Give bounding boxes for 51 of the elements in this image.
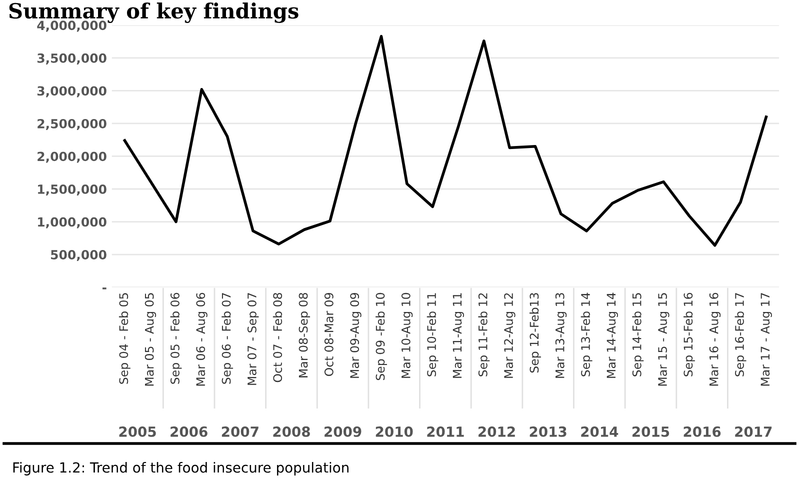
x-tick-label: Mar 05 - Aug 05 bbox=[144, 293, 156, 386]
x-tick-label: Mar 06 - Aug 06 bbox=[196, 292, 208, 386]
text: 2005 bbox=[119, 426, 156, 437]
x-tick-label: Sep 09 -Feb 10 bbox=[376, 292, 388, 380]
y-tick-label: 3,000,000 bbox=[37, 86, 106, 98]
x-tick-label: Mar 17 - Aug 17 bbox=[760, 293, 772, 386]
x-tick-label: Oct 07 - Feb 08 bbox=[272, 292, 282, 382]
y-tick-label: - bbox=[102, 288, 106, 290]
x-tick-label: Sep 06 - Feb 07 bbox=[222, 293, 234, 384]
text: 2017 bbox=[735, 426, 772, 437]
text: 2012 bbox=[478, 426, 515, 437]
y-tick-label: 3,500,000 bbox=[37, 53, 106, 64]
x-tick-label: Mar 08-Sep 08 bbox=[298, 292, 310, 378]
y-tick-label: 2,000,000 bbox=[38, 152, 106, 163]
x-tick-label: Sep 12-Feb13 bbox=[530, 293, 541, 373]
y-tick-label: 500,000 bbox=[51, 250, 106, 262]
x-tick-label: Mar 11-Aug 11 bbox=[452, 293, 464, 378]
x-tick-label: Mar 09-Aug 09 bbox=[350, 292, 362, 378]
x-tick-label: Sep 13-Feb 14 bbox=[580, 292, 592, 376]
x-tick-label: Sep 05 - Feb 06 bbox=[170, 292, 182, 384]
text: 2009 bbox=[324, 426, 362, 437]
x-tick-label: Sep 11-Feb 12 bbox=[478, 293, 490, 376]
x-tick-label: Mar 10-Aug 10 bbox=[401, 292, 413, 378]
text: 2014 bbox=[581, 426, 618, 437]
caption: Figure 1.2: Trend of the food insecure population bbox=[13, 462, 348, 476]
x-tick-label: Sep 16-Feb 17 bbox=[734, 293, 746, 376]
x-tick-label: Oct 08-Mar 09 bbox=[324, 292, 334, 376]
x-tick-label: Mar 16 - Aug 16 bbox=[709, 292, 721, 386]
x-tick-label: Mar 12-Aug 12 bbox=[504, 293, 516, 378]
x-tick-label: Mar 13-Aug 13 bbox=[555, 293, 567, 378]
x-tick-label: Sep 14-Feb 15 bbox=[632, 293, 644, 376]
y-tick-label: 2,500,000 bbox=[38, 118, 106, 130]
chart-title: Summary of key findings bbox=[9, 2, 298, 23]
x-tick-label: Sep 15-Feb 16 bbox=[684, 292, 695, 376]
y-tick-label: 4,000,000 bbox=[37, 20, 106, 32]
text: 2006 bbox=[170, 426, 208, 437]
x-tick-label: Sep 04 - Feb 05 bbox=[118, 293, 130, 384]
text: 2013 bbox=[530, 426, 566, 437]
text: 2016 bbox=[684, 426, 721, 437]
x-tick-label: Sep 10-Feb 11 bbox=[426, 293, 438, 376]
text: 2011 bbox=[427, 426, 464, 437]
text: 2008 bbox=[273, 426, 310, 437]
x-tick-label: Mar 14-Aug 14 bbox=[606, 292, 618, 378]
text: 2007 bbox=[222, 426, 258, 437]
x-tick-label: Mar 15 - Aug 15 bbox=[658, 293, 670, 386]
y-tick-label: 1,500,000 bbox=[38, 184, 106, 196]
y-tick-label: 1,000,000 bbox=[38, 217, 106, 228]
text: 2015 bbox=[632, 426, 670, 437]
text: 2010 bbox=[376, 426, 413, 437]
line-series bbox=[123, 34, 768, 247]
x-tick-label: Mar 07 - Sep 07 bbox=[247, 293, 259, 385]
